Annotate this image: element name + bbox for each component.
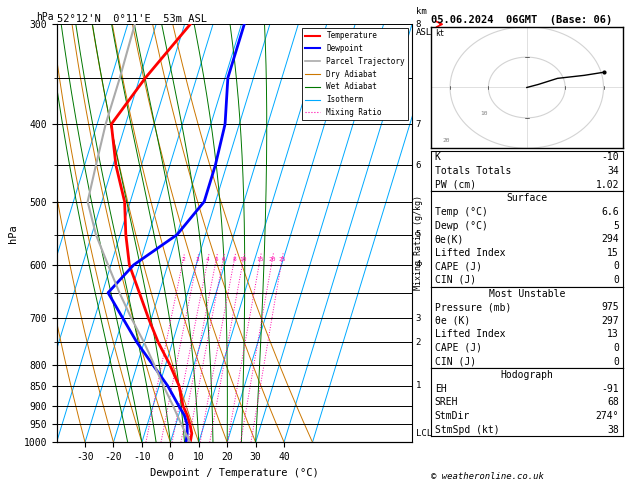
Text: 297: 297 xyxy=(601,316,619,326)
Text: 10: 10 xyxy=(240,257,247,261)
Text: 2: 2 xyxy=(181,257,185,261)
Text: Hodograph: Hodograph xyxy=(500,370,554,380)
Text: Pressure (mb): Pressure (mb) xyxy=(435,302,511,312)
Text: 10: 10 xyxy=(481,111,488,116)
Text: θe(K): θe(K) xyxy=(435,234,464,244)
Text: kt: kt xyxy=(435,29,444,38)
Text: CAPE (J): CAPE (J) xyxy=(435,343,482,353)
Text: 6: 6 xyxy=(416,160,421,170)
Text: Most Unstable: Most Unstable xyxy=(489,289,565,298)
Y-axis label: hPa: hPa xyxy=(8,224,18,243)
Text: 4: 4 xyxy=(206,257,210,261)
Text: Totals Totals: Totals Totals xyxy=(435,166,511,176)
Text: 975: 975 xyxy=(601,302,619,312)
Text: km: km xyxy=(416,7,426,16)
Text: 52°12'N  0°11'E  53m ASL: 52°12'N 0°11'E 53m ASL xyxy=(57,14,206,23)
Text: 15: 15 xyxy=(257,257,264,261)
Text: 1: 1 xyxy=(416,382,421,390)
Text: CAPE (J): CAPE (J) xyxy=(435,261,482,271)
Text: 0: 0 xyxy=(613,275,619,285)
Text: -91: -91 xyxy=(601,384,619,394)
Text: PW (cm): PW (cm) xyxy=(435,180,476,190)
Text: CIN (J): CIN (J) xyxy=(435,275,476,285)
Text: 20: 20 xyxy=(269,257,276,261)
Text: EH: EH xyxy=(435,384,447,394)
Text: StmDir: StmDir xyxy=(435,411,470,421)
Text: Lifted Index: Lifted Index xyxy=(435,330,505,339)
Text: 05.06.2024  06GMT  (Base: 06): 05.06.2024 06GMT (Base: 06) xyxy=(431,15,612,25)
Text: 274°: 274° xyxy=(596,411,619,421)
Text: 0: 0 xyxy=(613,261,619,271)
Text: 8: 8 xyxy=(416,20,421,29)
Text: Surface: Surface xyxy=(506,193,547,203)
Text: SREH: SREH xyxy=(435,398,458,407)
X-axis label: Dewpoint / Temperature (°C): Dewpoint / Temperature (°C) xyxy=(150,468,319,478)
Text: 8: 8 xyxy=(233,257,237,261)
Text: CIN (J): CIN (J) xyxy=(435,357,476,366)
Text: 5: 5 xyxy=(214,257,218,261)
Text: 7: 7 xyxy=(416,120,421,129)
Text: © weatheronline.co.uk: © weatheronline.co.uk xyxy=(431,472,543,481)
Text: 68: 68 xyxy=(607,398,619,407)
Text: 5: 5 xyxy=(613,221,619,230)
Text: ASL: ASL xyxy=(416,29,431,37)
Text: -10: -10 xyxy=(601,153,619,162)
Text: 0: 0 xyxy=(613,357,619,366)
Text: 13: 13 xyxy=(607,330,619,339)
Legend: Temperature, Dewpoint, Parcel Trajectory, Dry Adiabat, Wet Adiabat, Isotherm, Mi: Temperature, Dewpoint, Parcel Trajectory… xyxy=(302,28,408,120)
Text: K: K xyxy=(435,153,440,162)
Text: 1.02: 1.02 xyxy=(596,180,619,190)
Text: 294: 294 xyxy=(601,234,619,244)
Text: StmSpd (kt): StmSpd (kt) xyxy=(435,425,499,434)
Text: 4: 4 xyxy=(416,260,421,269)
Text: 6.6: 6.6 xyxy=(601,207,619,217)
Text: Dewp (°C): Dewp (°C) xyxy=(435,221,487,230)
Text: 25: 25 xyxy=(279,257,286,261)
Text: Lifted Index: Lifted Index xyxy=(435,248,505,258)
Text: 34: 34 xyxy=(607,166,619,176)
Text: 0: 0 xyxy=(613,343,619,353)
Text: 6: 6 xyxy=(221,257,225,261)
Text: 15: 15 xyxy=(607,248,619,258)
Text: LCL: LCL xyxy=(416,429,431,438)
Text: Mixing Ratio (g/kg): Mixing Ratio (g/kg) xyxy=(414,195,423,291)
Text: θe (K): θe (K) xyxy=(435,316,470,326)
Text: 2: 2 xyxy=(416,338,421,347)
Text: 3: 3 xyxy=(196,257,199,261)
Text: Temp (°C): Temp (°C) xyxy=(435,207,487,217)
Text: 20: 20 xyxy=(442,138,450,143)
Text: hPa: hPa xyxy=(36,12,53,22)
Text: 38: 38 xyxy=(607,425,619,434)
Text: 3: 3 xyxy=(416,314,421,323)
Text: 5: 5 xyxy=(416,230,421,239)
